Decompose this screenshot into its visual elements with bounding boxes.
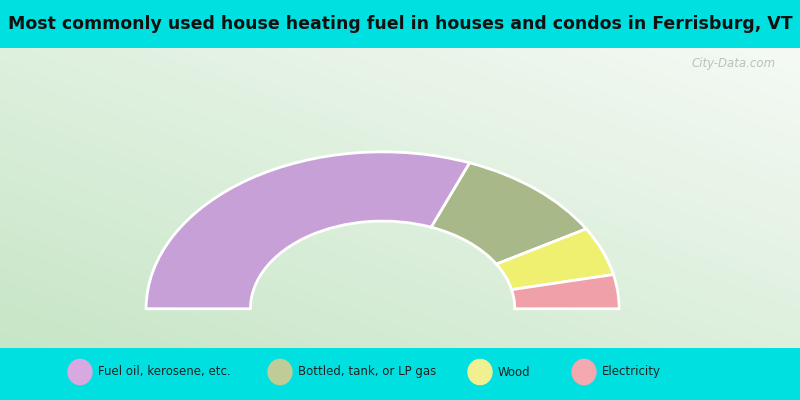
Text: Bottled, tank, or LP gas: Bottled, tank, or LP gas [298,366,436,378]
Wedge shape [496,229,614,290]
Text: Most commonly used house heating fuel in houses and condos in Ferrisburg, VT: Most commonly used house heating fuel in… [8,15,792,33]
Wedge shape [431,163,586,264]
Ellipse shape [572,359,596,385]
Ellipse shape [468,359,492,385]
Text: Electricity: Electricity [602,366,661,378]
Text: City-Data.com: City-Data.com [692,57,776,70]
Wedge shape [146,152,470,309]
Text: Wood: Wood [498,366,530,378]
Ellipse shape [268,359,292,385]
Ellipse shape [68,359,92,385]
Text: Fuel oil, kerosene, etc.: Fuel oil, kerosene, etc. [98,366,230,378]
Wedge shape [511,274,619,309]
